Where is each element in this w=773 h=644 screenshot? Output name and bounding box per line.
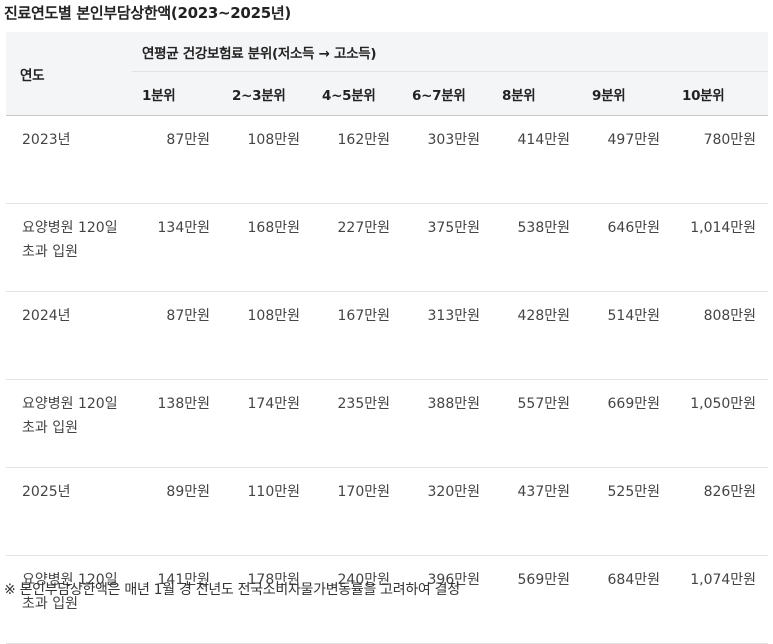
year-column-header: 연도 <box>6 32 132 116</box>
table-body: 2023년 87만원 108만원 162만원 303만원 414만원 497만원 780만원 요… <box>6 115 769 644</box>
ceiling-amount-cell: 428만원 <box>492 291 582 380</box>
ceiling-amount-cell: 227만원 <box>312 203 402 292</box>
decile-header: 10분위 <box>672 71 769 116</box>
ceiling-amount-cell: 1,014만원 <box>672 203 769 292</box>
footnote: ※ 본인부담상한액은 매년 1월 경 전년도 전국소비자물가변동률을 고려하여 … <box>4 582 460 598</box>
ceiling-amount-cell: 167만원 <box>312 291 402 380</box>
row-label: 2023년 <box>6 115 132 204</box>
ceiling-amount-cell: 110만원 <box>222 467 312 556</box>
ceiling-amount-cell: 396만원 <box>402 555 492 644</box>
ceiling-amount-cell: 388만원 <box>402 379 492 468</box>
income-decile-group-header: 연평균 건강보험료 분위(저소득 → 고소득) <box>132 32 769 72</box>
table-row: 요양병원 120일 초과 입원 134만원 168만원 227만원 375만원 538만원… <box>6 203 769 292</box>
decile-header: 4~5분위 <box>312 71 402 116</box>
decile-header: 8분위 <box>492 71 582 116</box>
ceiling-amount-cell: 437만원 <box>492 467 582 556</box>
ceiling-amount-cell: 375만원 <box>402 203 492 292</box>
ceiling-amount-cell: 669만원 <box>582 379 672 468</box>
decile-header: 1분위 <box>132 71 222 116</box>
ceiling-amount-cell: 162만원 <box>312 115 402 204</box>
copay-ceiling-table: 연도 연평균 건강보험료 분위(저소득 → 고소득) 1분위 2~3분위 4~5분위… <box>6 32 769 644</box>
ceiling-amount-cell: 320만원 <box>402 467 492 556</box>
ceiling-amount-cell: 646만원 <box>582 203 672 292</box>
ceiling-amount-cell: 557만원 <box>492 379 582 468</box>
ceiling-amount-cell: 780만원 <box>672 115 769 204</box>
table-row: 2024년 87만원 108만원 167만원 313만원 428만원 514만원 808만원 <box>6 291 769 380</box>
row-label: 2025년 <box>6 467 132 556</box>
ceiling-amount-cell: 108만원 <box>222 115 312 204</box>
ceiling-amount-cell: 235만원 <box>312 379 402 468</box>
ceiling-amount-cell: 89만원 <box>132 467 222 556</box>
ceiling-amount-cell: 538만원 <box>492 203 582 292</box>
ceiling-amount-cell: 1,074만원 <box>672 555 769 644</box>
decile-header: 2~3분위 <box>222 71 312 116</box>
row-label: 요양병원 120일 초과 입원 <box>6 379 132 468</box>
row-label: 요양병원 120일 초과 입원 <box>6 203 132 292</box>
row-label: 2024년 <box>6 291 132 380</box>
ceiling-amount-cell: 569만원 <box>492 555 582 644</box>
ceiling-amount-cell: 141만원 <box>132 555 222 644</box>
decile-header: 6~7분위 <box>402 71 492 116</box>
row-label: 요양병원 120일 초과 입원 <box>6 555 132 644</box>
ceiling-amount-cell: 240만원 <box>312 555 402 644</box>
ceiling-amount-cell: 808만원 <box>672 291 769 380</box>
ceiling-amount-cell: 313만원 <box>402 291 492 380</box>
ceiling-amount-cell: 168만원 <box>222 203 312 292</box>
ceiling-amount-cell: 826만원 <box>672 467 769 556</box>
ceiling-amount-cell: 87만원 <box>132 115 222 204</box>
table-row: 2023년 87만원 108만원 162만원 303만원 414만원 497만원 780만원 <box>6 115 769 204</box>
ceiling-amount-cell: 138만원 <box>132 379 222 468</box>
ceiling-amount-cell: 178만원 <box>222 555 312 644</box>
ceiling-amount-cell: 414만원 <box>492 115 582 204</box>
ceiling-amount-cell: 525만원 <box>582 467 672 556</box>
table-row: 요양병원 120일 초과 입원 141만원 178만원 240만원 396만원 569만원… <box>6 555 769 644</box>
ceiling-amount-cell: 514만원 <box>582 291 672 380</box>
ceiling-amount-cell: 174만원 <box>222 379 312 468</box>
ceiling-amount-cell: 170만원 <box>312 467 402 556</box>
ceiling-amount-cell: 1,050만원 <box>672 379 769 468</box>
table-row: 요양병원 120일 초과 입원 138만원 174만원 235만원 388만원 557만원… <box>6 379 769 468</box>
ceiling-amount-cell: 87만원 <box>132 291 222 380</box>
decile-header: 9분위 <box>582 71 672 116</box>
ceiling-amount-cell: 303만원 <box>402 115 492 204</box>
table-title: 진료연도별 본인부담상한액(2023~2025년) <box>4 4 291 22</box>
ceiling-amount-cell: 497만원 <box>582 115 672 204</box>
ceiling-amount-cell: 108만원 <box>222 291 312 380</box>
table-row: 2025년 89만원 110만원 170만원 320만원 437만원 525만원 826만원 <box>6 467 769 556</box>
decile-header-row: 1분위 2~3분위 4~5분위 6~7분위 8분위 9분위 10분위 <box>6 71 769 116</box>
ceiling-amount-cell: 684만원 <box>582 555 672 644</box>
ceiling-amount-cell: 134만원 <box>132 203 222 292</box>
